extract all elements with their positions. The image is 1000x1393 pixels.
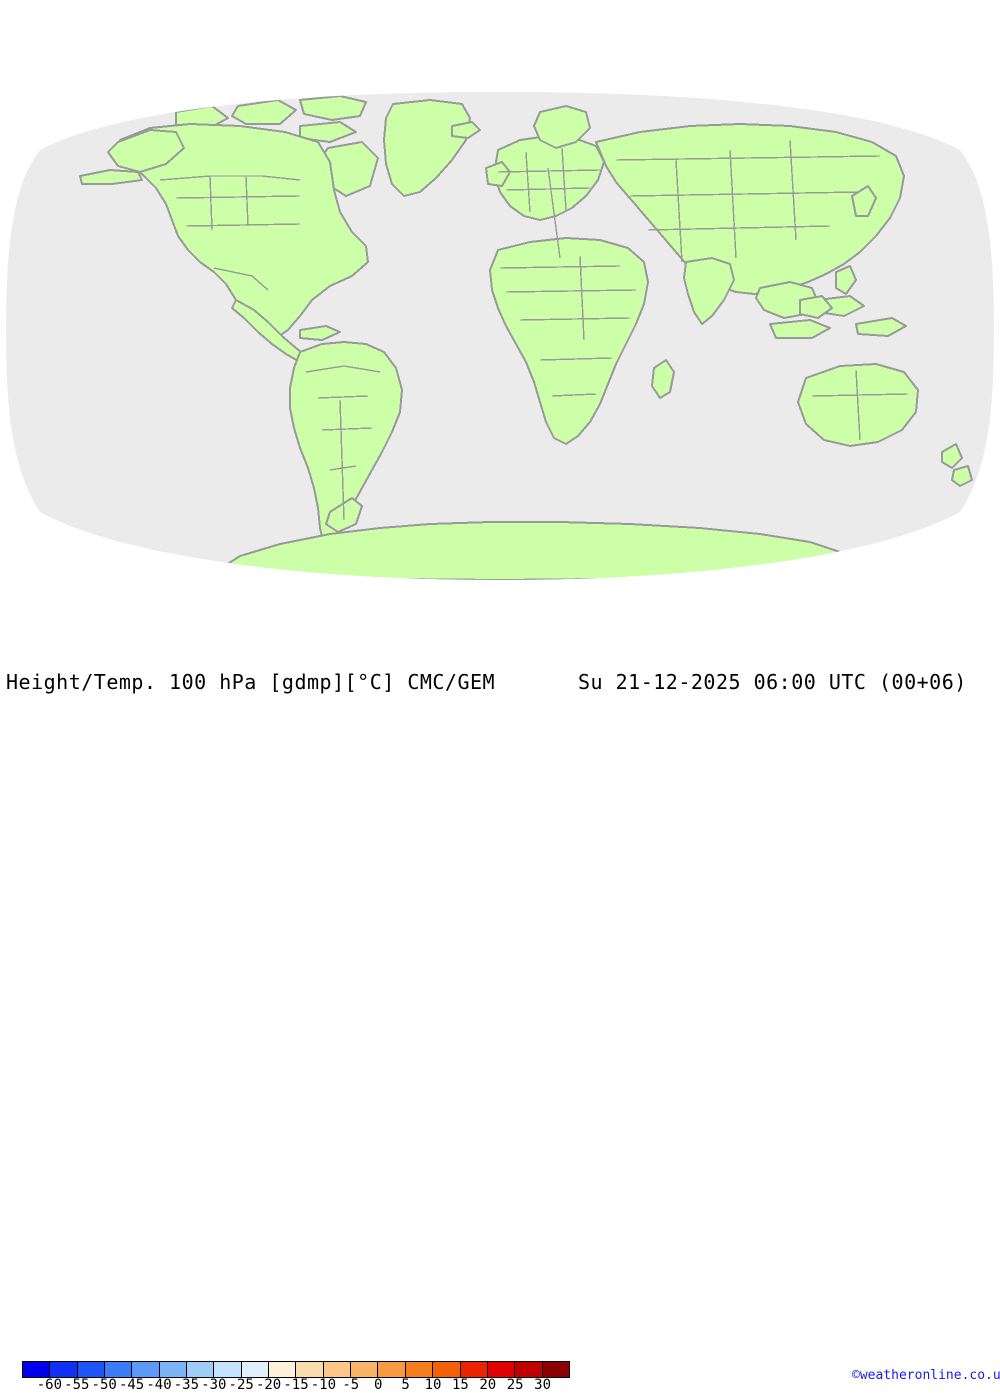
- colorbar-swatch-12: [351, 1362, 379, 1377]
- footer-title-row: Height/Temp. 100 hPa [gdmp][°C] CMC/GEM …: [0, 670, 1000, 694]
- border-lines: [159, 139, 909, 521]
- colorbar-tick-15: 15: [451, 1377, 469, 1393]
- land-layer: [79, 95, 973, 580]
- colorbar-swatch-10: [296, 1362, 324, 1377]
- colorbar-tick-30: 30: [534, 1377, 552, 1393]
- colorbar-tick--35: -35: [173, 1377, 200, 1393]
- landmass-aleutians: [79, 169, 143, 185]
- landmass-new-zealand-a: [941, 443, 963, 469]
- colorbar-tick--40: -40: [146, 1377, 172, 1393]
- colorbar-tick-5: 5: [401, 1377, 410, 1393]
- colorbar-tick-0: 0: [373, 1377, 383, 1393]
- colorbar-tick-20: 20: [479, 1377, 497, 1393]
- landmass-greenland: [383, 99, 471, 197]
- copyright-notice[interactable]: ©weatheronline.co.uk: [852, 1368, 1000, 1383]
- colorbar-tick--50: -50: [91, 1377, 117, 1393]
- weather-map[interactable]: [0, 0, 1000, 660]
- colorbar-swatch-13: [378, 1362, 406, 1377]
- landmass-british-isles: [485, 161, 511, 187]
- landmass-scandinavia: [533, 105, 591, 149]
- landmass-north-america: [119, 123, 369, 339]
- landmass-borneo: [799, 295, 833, 319]
- landmass-philippines: [835, 265, 857, 295]
- globe-projection: [0, 0, 1000, 660]
- colorbar-tick--20: -20: [255, 1377, 282, 1393]
- landmass-africa: [489, 237, 649, 445]
- colorbar-swatch-4: [132, 1362, 160, 1377]
- colorbar-swatch-14: [405, 1362, 434, 1377]
- temperature-colorbar[interactable]: [22, 1361, 570, 1378]
- colorbar-swatch-15: [433, 1362, 461, 1377]
- colorbar-tick--25: -25: [228, 1377, 254, 1393]
- chart-title: Height/Temp. 100 hPa [gdmp][°C] CMC/GEM: [6, 670, 496, 694]
- colorbar-tick--45: -45: [118, 1377, 145, 1393]
- colorbar-swatch-8: [241, 1362, 270, 1377]
- colorbar-swatch-9: [269, 1362, 297, 1377]
- landmass-caribbean: [299, 325, 341, 341]
- colorbar-tick-25: 25: [506, 1377, 524, 1393]
- landmass-alaska: [107, 129, 185, 173]
- colorbar-swatch-3: [105, 1362, 133, 1377]
- colorbar-tick--10: -10: [310, 1377, 337, 1393]
- colorbar-swatch-0: [23, 1362, 51, 1377]
- landmass-arctic-islands-a: [299, 95, 367, 121]
- colorbar-swatch-5: [159, 1362, 188, 1377]
- landmass-japan: [851, 185, 877, 217]
- landmass-indonesia-a: [769, 319, 831, 339]
- landmass-india: [683, 257, 735, 325]
- colorbar-tick--60: -60: [36, 1377, 63, 1393]
- colorbar-swatch-2: [77, 1362, 106, 1377]
- colorbar-tick--55: -55: [64, 1377, 90, 1393]
- map-footer: Height/Temp. 100 hPa [gdmp][°C] CMC/GEM …: [0, 660, 1000, 1393]
- colorbar-swatch-11: [323, 1362, 352, 1377]
- colorbar-tick-10: 10: [424, 1377, 442, 1393]
- landmass-iceland: [451, 121, 481, 139]
- colorbar-tick--30: -30: [201, 1377, 227, 1393]
- landmass-madagascar: [651, 359, 675, 399]
- colorbar-swatch-19: [542, 1362, 569, 1377]
- landmass-asia: [595, 123, 905, 295]
- chart-timestamp: Su 21-12-2025 06:00 UTC (00+06): [578, 670, 967, 694]
- colorbar-swatch-1: [50, 1362, 78, 1377]
- landmass-new-guinea: [855, 317, 907, 337]
- temperature-colorbar-labels: -60 -55 -50 -45 -40 -35 -30 -25 -20 -15 -10 -5 0 5 10 1…: [22, 1377, 570, 1393]
- colorbar-swatch-17: [487, 1362, 516, 1377]
- colorbar-swatch-7: [214, 1362, 242, 1377]
- colorbar-swatch-18: [515, 1362, 543, 1377]
- colorbar-tick--15: -15: [283, 1377, 309, 1393]
- landmass-new-zealand-b: [951, 465, 973, 487]
- colorbar-swatch-6: [187, 1362, 215, 1377]
- colorbar-tick--5: -5: [342, 1377, 360, 1393]
- colorbar-swatch-16: [460, 1362, 488, 1377]
